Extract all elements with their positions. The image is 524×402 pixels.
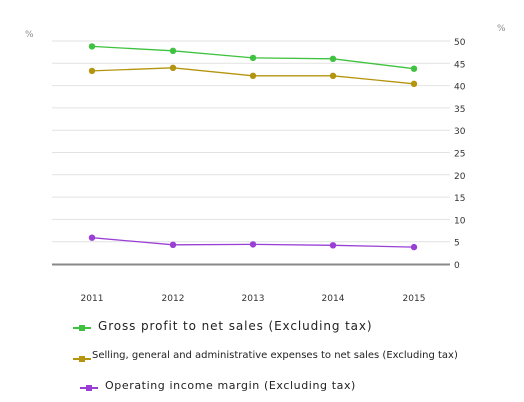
y-unit-right: % (497, 24, 506, 34)
y-tick-label: 10 (454, 216, 466, 226)
data-point (169, 241, 177, 248)
x-tick-label: 2011 (81, 294, 104, 304)
y-unit-left: % (25, 30, 34, 40)
data-point (169, 64, 177, 72)
data-point (88, 234, 96, 241)
y-tick-label: 35 (454, 105, 465, 115)
legend-item-2: Selling, general and administrative expe… (0, 349, 524, 369)
data-point (249, 54, 257, 62)
x-tick-label: 2013 (242, 294, 265, 304)
x-tick-label: 2015 (403, 294, 426, 304)
legend-label: Selling, general and administrative expe… (92, 350, 458, 361)
y-tick-label: 15 (454, 194, 465, 204)
data-point (249, 72, 257, 80)
y-tick-label: 30 (454, 127, 466, 137)
data-point (169, 47, 177, 54)
legend-label: Operating income margin (Excluding tax) (105, 379, 356, 392)
data-point (249, 241, 257, 248)
x-tick-label: 2014 (322, 294, 345, 304)
legend-item-3: Operating income margin (Excluding tax) (0, 378, 524, 398)
y-tick-label: 20 (454, 172, 466, 182)
y-tick-label: 40 (454, 83, 466, 93)
data-point (88, 67, 96, 75)
y-tick-label: 5 (454, 239, 460, 249)
y-tick-label: 0 (454, 261, 460, 271)
data-point (329, 242, 337, 249)
legend-swatch-marker (79, 356, 85, 362)
data-point (329, 55, 337, 62)
legend-label: Gross profit to net sales (Excluding tax… (98, 319, 373, 333)
data-point (329, 72, 337, 80)
y-tick-label: 50 (454, 38, 466, 48)
data-point (88, 43, 96, 50)
legend-swatch-marker (86, 385, 92, 391)
data-point (410, 80, 418, 88)
y-tick-label: 45 (454, 60, 465, 70)
data-point (410, 65, 418, 72)
x-tick-label: 2012 (162, 294, 185, 304)
legend-swatch-marker (79, 325, 85, 331)
legend-item-1: Gross profit to net sales (Excluding tax… (0, 318, 524, 338)
data-point (410, 243, 418, 251)
y-tick-label: 25 (454, 150, 465, 160)
